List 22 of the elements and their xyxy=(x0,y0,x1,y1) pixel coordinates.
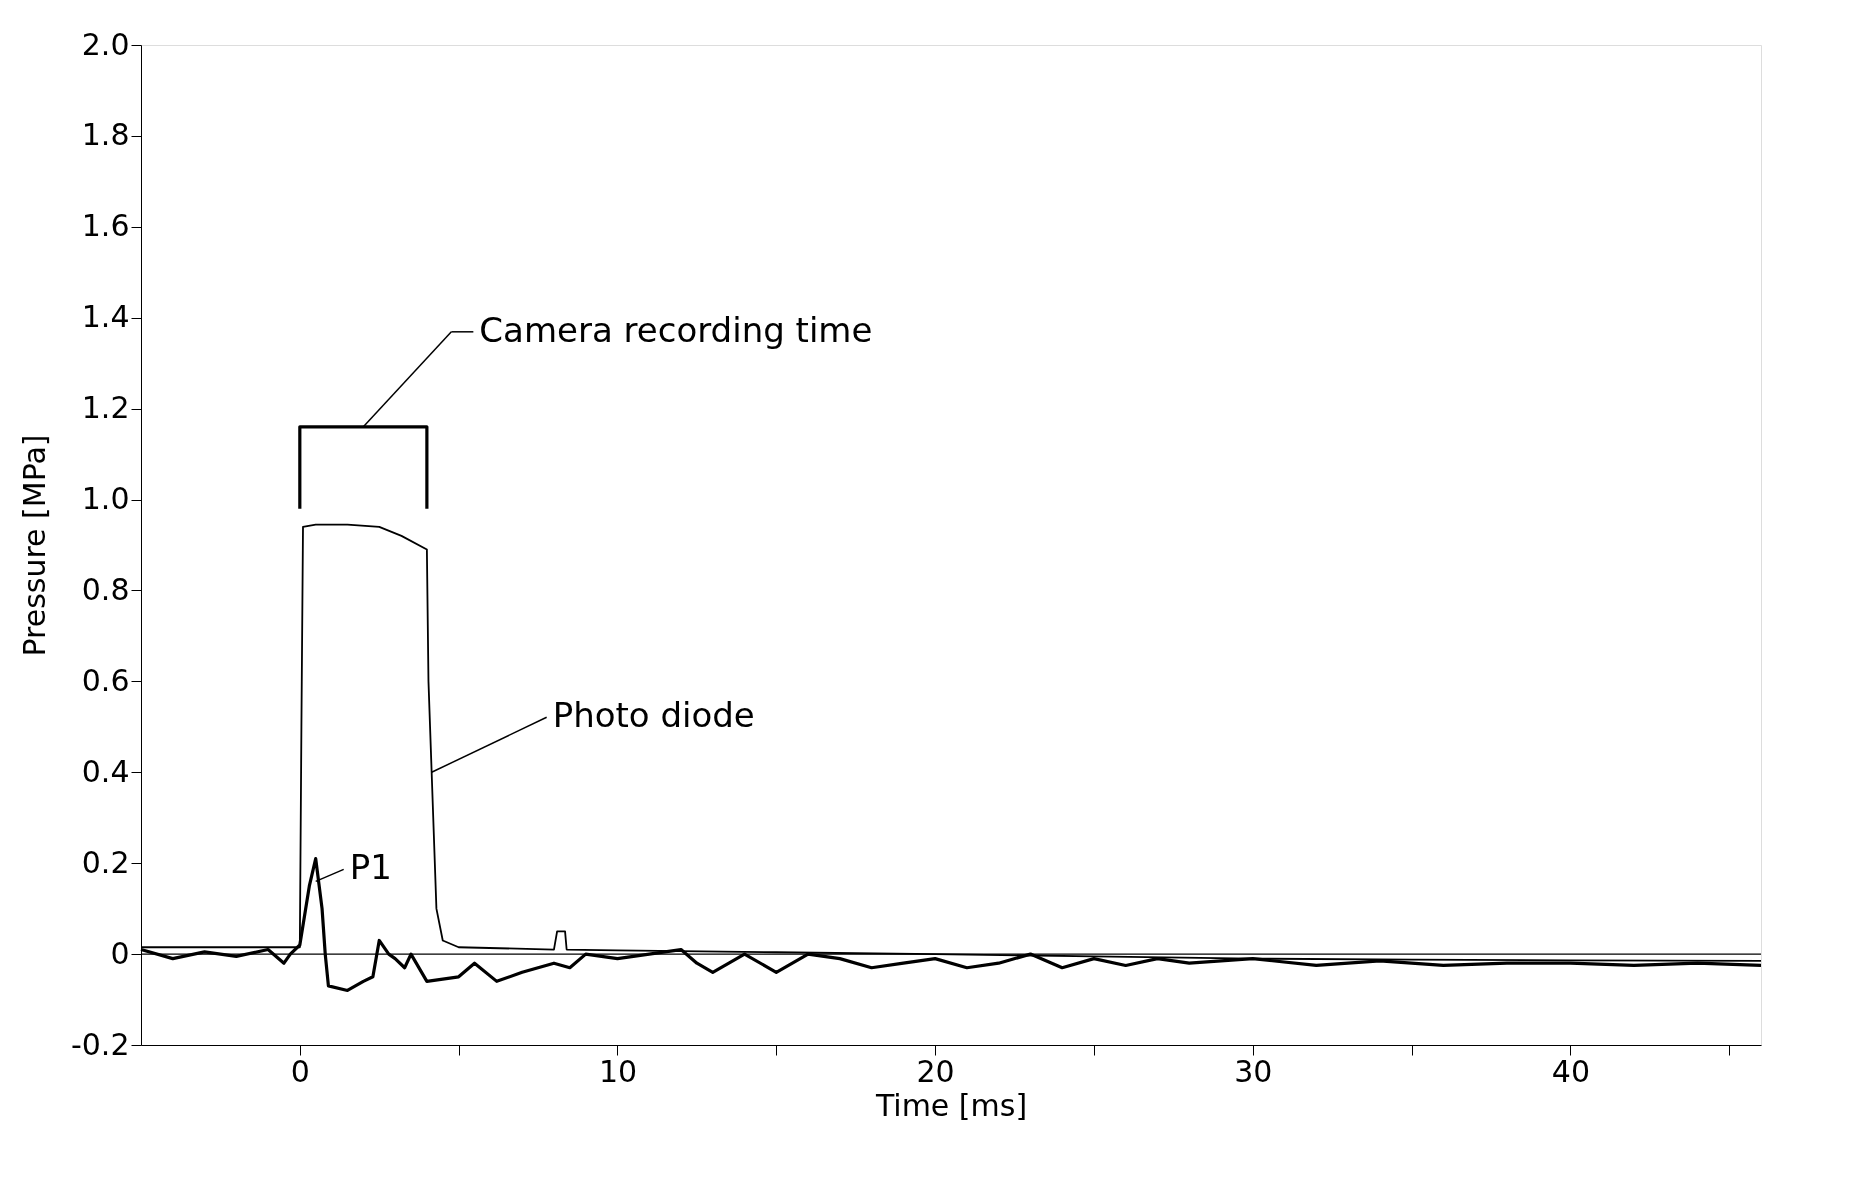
x-tick-label: 0 xyxy=(290,1053,310,1089)
y-tick-label: 1.2 xyxy=(81,390,130,426)
y-tick-label: 0.2 xyxy=(81,844,130,880)
y-tick-label: 1.8 xyxy=(81,117,130,153)
y-tick-label: 0.6 xyxy=(81,662,130,698)
y-tick-label: 0 xyxy=(110,935,130,971)
x-tick-label: 20 xyxy=(916,1053,955,1089)
x-axis-title: Time [ms] xyxy=(874,1087,1028,1123)
y-tick-label: 2.0 xyxy=(81,26,130,62)
x-tick-label: 40 xyxy=(1551,1053,1591,1089)
y-tick-label: -0.2 xyxy=(70,1026,130,1062)
y-tick-label: 1.4 xyxy=(81,299,130,335)
y-tick-label: 0.8 xyxy=(81,571,130,607)
y-tick-label: 0.4 xyxy=(81,753,130,789)
y-axis-title: Pressure [MPa] xyxy=(16,434,52,657)
x-tick-label: 10 xyxy=(598,1053,638,1089)
x-tick-label: 30 xyxy=(1234,1053,1273,1089)
annotation: Photo diode xyxy=(552,695,755,736)
y-tick-label: 1.6 xyxy=(81,208,130,244)
y-tick-label: 1.0 xyxy=(81,481,130,517)
annotation: Camera recording time xyxy=(479,309,873,350)
annotation: P1 xyxy=(349,847,392,888)
